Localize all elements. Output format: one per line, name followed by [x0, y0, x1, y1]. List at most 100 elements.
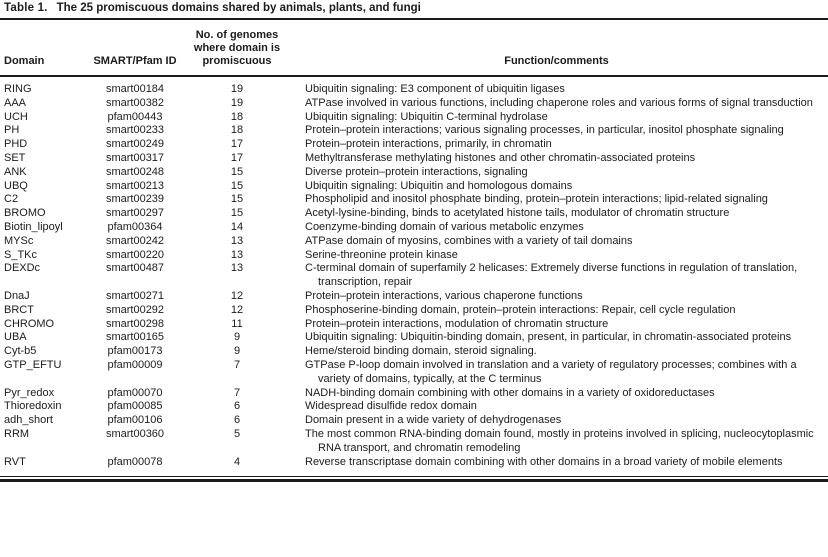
domain-cell: BRCT [4, 303, 34, 316]
bottom-rule [0, 476, 828, 483]
function-cell: Ubiquitin signaling: Ubiquitin-binding d… [305, 331, 792, 344]
domain-cell: AAA [4, 96, 27, 109]
domain-cell: S_TKc [4, 248, 38, 261]
genomes-count-cell: 13 [230, 262, 244, 275]
table-row: PH smart00233 18 Protein–protein interac… [0, 124, 828, 138]
function-cell: Protein–protein interactions, various ch… [305, 289, 583, 302]
table-header-row: Domain SMART/Pfam ID No. of genomes wher… [0, 20, 828, 75]
table-row: RING smart00184 19 Ubiquitin signaling: … [0, 83, 828, 97]
function-cell: Ubiquitin signaling: Ubiquitin C-termina… [305, 110, 548, 123]
function-cell: Ubiquitin signaling: Ubiquitin and homol… [305, 179, 573, 192]
smart-pfam-id-cell: smart00317 [105, 151, 165, 164]
table-row: RVT pfam00078 4 Reverse transcriptase do… [0, 456, 828, 470]
smart-pfam-id-cell: pfam00085 [107, 400, 163, 413]
domain-cell: adh_short [4, 414, 53, 427]
smart-pfam-id-cell: smart00298 [105, 317, 165, 330]
table-row: Biotin_lipoyl pfam00364 14 Coenzyme-bind… [0, 221, 828, 235]
genomes-count-cell: 17 [230, 151, 244, 164]
table-row: Cyt-b5 pfam00173 9 Heme/steroid binding … [0, 345, 828, 359]
smart-pfam-id-cell: smart00248 [105, 165, 165, 178]
genomes-count-cell: 9 [233, 331, 241, 344]
genomes-count-cell: 12 [230, 289, 244, 302]
genomes-count-cell: 13 [230, 248, 244, 261]
function-cell: Serine-threonine protein kinase [305, 248, 458, 261]
smart-pfam-id-cell: pfam00070 [107, 386, 163, 399]
genomes-count-cell: 11 [231, 317, 243, 330]
table-row: SET smart00317 17 Methyltransferase meth… [0, 152, 828, 166]
smart-pfam-id-cell: pfam00106 [107, 414, 163, 427]
function-cell: Methyltransferase methylating histones a… [305, 151, 696, 164]
smart-pfam-id-cell: smart00249 [105, 138, 165, 151]
function-cell: Protein–protein interactions, primarily,… [305, 138, 552, 151]
domain-cell: PHD [4, 138, 28, 151]
table-number-label: Table 1. [4, 2, 48, 14]
domain-cell: C2 [4, 193, 19, 206]
function-cell: Protein–protein interactions; various si… [305, 124, 784, 137]
table-body: RING smart00184 19 Ubiquitin signaling: … [0, 77, 828, 469]
function-cell: C-terminal domain of superfamily 2 helic… [305, 262, 798, 289]
table-row: ANK smart00248 15 Diverse protein–protei… [0, 166, 828, 180]
table-row: UBA smart00165 9 Ubiquitin signaling: Ub… [0, 331, 828, 345]
function-cell: Protein–protein interactions, modulation… [305, 317, 609, 330]
function-cell: Domain present in a wide variety of dehy… [305, 414, 562, 427]
column-header-genomes: No. of genomes where domain is promiscuo… [193, 29, 281, 67]
domain-cell: Cyt-b5 [4, 345, 37, 358]
genomes-count-cell: 19 [230, 83, 244, 95]
column-header-smart-pfam-id: SMART/Pfam ID [93, 55, 177, 67]
function-cell: GTPase P-loop domain involved in transla… [305, 358, 797, 385]
table-row: Pyr_redox pfam00070 7 NADH-binding domai… [0, 387, 828, 401]
smart-pfam-id-cell: pfam00009 [107, 358, 163, 371]
smart-pfam-id-cell: smart00242 [105, 234, 165, 247]
smart-pfam-id-cell: smart00213 [105, 179, 165, 192]
table-row: BRCT smart00292 12 Phosphoserine-binding… [0, 304, 828, 318]
function-cell: Widespread disulfide redox domain [305, 400, 477, 413]
domain-cell: DEXDc [4, 262, 41, 275]
column-header-domain: Domain [4, 55, 45, 67]
domain-cell: SET [4, 151, 26, 164]
domain-cell: UBQ [4, 179, 28, 192]
domain-cell: PH [4, 124, 20, 137]
genomes-count-cell: 18 [230, 124, 244, 137]
smart-pfam-id-cell: smart00239 [105, 193, 165, 206]
table-row: UBQ smart00213 15 Ubiquitin signaling: U… [0, 180, 828, 194]
domain-cell: RING [4, 83, 32, 95]
function-cell: Acetyl-lysine-binding, binds to acetylat… [305, 207, 730, 220]
table-row: UCH pfam00443 18 Ubiquitin signaling: Ub… [0, 111, 828, 125]
table-title: The 25 promiscuous domains shared by ani… [56, 2, 421, 14]
genomes-count-cell: 7 [233, 358, 241, 371]
table-row: S_TKc smart00220 13 Serine-threonine pro… [0, 249, 828, 263]
domain-cell: Thioredoxin [4, 400, 62, 413]
smart-pfam-id-cell: smart00165 [105, 331, 165, 344]
table-row: adh_short pfam00106 6 Domain present in … [0, 414, 828, 428]
domain-cell: BROMO [4, 207, 46, 220]
smart-pfam-id-cell: pfam00173 [107, 345, 163, 358]
smart-pfam-id-cell: smart00184 [105, 83, 165, 95]
table-row: DnaJ smart00271 12 Protein–protein inter… [0, 290, 828, 304]
smart-pfam-id-cell: smart00233 [105, 124, 165, 137]
genomes-count-cell: 17 [230, 138, 244, 151]
table-caption: Table 1. The 25 promiscuous domains share… [0, 0, 828, 18]
domain-cell: Pyr_redox [4, 386, 55, 399]
genomes-count-cell: 12 [230, 303, 244, 316]
smart-pfam-id-cell: pfam00364 [107, 220, 163, 233]
smart-pfam-id-cell: smart00271 [105, 289, 165, 302]
function-cell: Phosphoserine-binding domain, protein–pr… [305, 303, 736, 316]
genomes-count-cell: 9 [233, 345, 241, 358]
domain-cell: DnaJ [4, 289, 30, 302]
domain-cell: UCH [4, 110, 28, 123]
function-cell: ATPase domain of myosins, combines with … [305, 234, 633, 247]
genomes-count-cell: 19 [230, 96, 244, 109]
genomes-count-cell: 14 [230, 220, 244, 233]
domain-cell: RRM [4, 427, 30, 440]
genomes-count-cell: 15 [230, 165, 244, 178]
function-cell: Heme/steroid binding domain, steroid sig… [305, 345, 537, 358]
table-row: C2 smart00239 15 Phospholipid and inosit… [0, 193, 828, 207]
domain-cell: UBA [4, 331, 27, 344]
function-cell: Ubiquitin signaling: E3 component of ubi… [305, 83, 565, 95]
table-row: DEXDc smart00487 13 C-terminal domain of… [0, 262, 828, 290]
smart-pfam-id-cell: pfam00078 [107, 455, 163, 468]
domain-cell: RVT [4, 455, 26, 468]
smart-pfam-id-cell: smart00292 [105, 303, 165, 316]
smart-pfam-id-cell: pfam00443 [107, 110, 163, 123]
